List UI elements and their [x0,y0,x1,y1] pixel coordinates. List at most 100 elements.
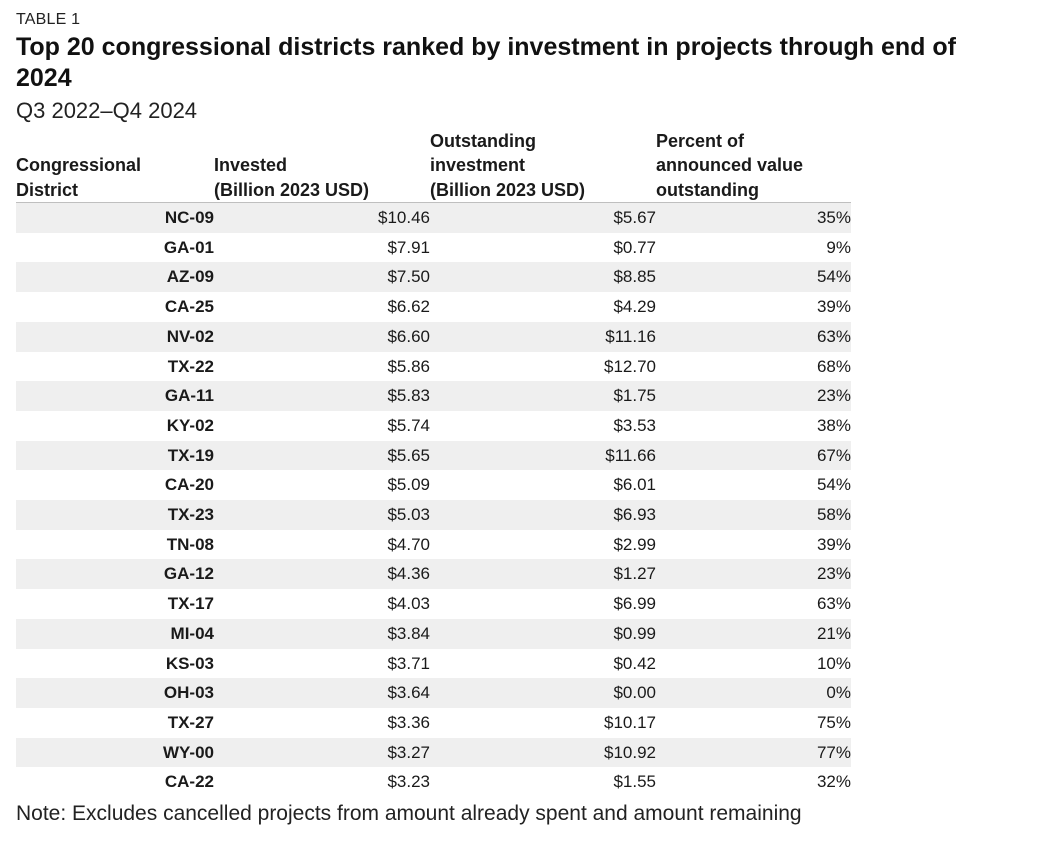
cell-percent: 32% [816,772,851,792]
cell-invested: $3.36 [387,712,430,732]
cell-outstanding: $5.67 [430,202,656,233]
header-outstanding-line-1: Outstanding [430,130,536,151]
cell-outstanding: $4.29 [613,297,656,317]
table-row: GA-11 $5.83 $1.75 23% [16,381,851,411]
header-row: Congressional District Invested (Billion… [16,128,851,203]
table-row: GA-12 $4.36 $1.27 23% [16,559,851,590]
cell-percent: 54% [656,262,851,293]
cell-outstanding: $10.92 [430,737,656,768]
cell-district: TX-23 [16,500,214,530]
header-district-line-1: Congressional [16,155,142,175]
cell-invested: $3.71 [387,653,430,673]
table-row: TN-08 $4.70 $2.99 39% [16,530,851,560]
cell-outstanding: $2.99 [613,534,656,554]
cell-invested: $7.50 [214,262,430,293]
header-district: Congressional District [16,128,214,203]
table-row: GA-01 $7.91 $0.77 9% [16,233,851,263]
header-percent-line-3: outstanding [656,179,759,200]
cell-outstanding: $1.75 [430,381,656,411]
cell-percent: 68% [816,356,851,376]
cell-invested: $3.27 [214,737,430,768]
cell-district: GA-01 [163,237,214,257]
header-outstanding-line-2: investment [430,155,526,175]
cell-invested: $6.60 [214,321,430,352]
cell-outstanding: $6.99 [613,594,656,614]
header-outstanding: Outstanding investment (Billion 2023 USD… [430,128,656,203]
cell-percent: 23% [656,381,851,411]
cell-percent: 35% [656,202,851,233]
cell-percent: 10% [816,653,851,673]
table-row: TX-19 $5.65 $11.66 67% [16,440,851,471]
cell-invested: $5.86 [387,356,430,376]
table-row: CA-20 $5.09 $6.01 54% [16,470,851,500]
cell-district: TN-08 [166,534,214,554]
table-row: TX-23 $5.03 $6.93 58% [16,500,851,530]
cell-outstanding: $0.77 [613,237,656,257]
cell-outstanding: $6.93 [430,500,656,530]
cell-invested: $4.36 [214,559,430,590]
cell-district: KS-03 [165,653,214,673]
header-percent-line-2: announced value [656,155,804,175]
cell-invested: $6.62 [387,297,430,317]
table-row: AZ-09 $7.50 $8.85 54% [16,262,851,293]
cell-invested: $5.65 [214,440,430,471]
cell-district: NC-09 [16,202,214,233]
cell-invested: $5.74 [387,415,430,435]
cell-outstanding: $10.17 [604,712,656,732]
cell-district: TX-22 [167,356,214,376]
cell-district: TX-19 [16,440,214,471]
table-row: CA-25 $6.62 $4.29 39% [16,292,851,322]
cell-outstanding: $6.01 [613,475,656,495]
table-row: TX-17 $4.03 $6.99 63% [16,589,851,619]
page-title: Top 20 congressional districts ranked by… [16,33,956,92]
header-invested-line-2: (Billion 2023 USD) [214,179,370,200]
cell-district: CA-22 [164,772,214,792]
cell-percent: 9% [826,237,851,257]
cell-invested: $3.23 [387,772,430,792]
cell-invested: $5.03 [214,500,430,530]
cell-district: AZ-09 [16,262,214,293]
cell-outstanding: $8.85 [430,262,656,293]
table-row: KY-02 $5.74 $3.53 38% [16,411,851,441]
table-row: MI-04 $3.84 $0.99 21% [16,618,851,649]
cell-percent: 21% [656,618,851,649]
cell-outstanding: $1.27 [430,559,656,590]
table-row: NV-02 $6.60 $11.16 63% [16,321,851,352]
cell-outstanding: $11.16 [430,321,656,352]
cell-outstanding: $0.42 [613,653,656,673]
cell-percent: 67% [656,440,851,471]
cell-district: WY-00 [16,737,214,768]
header-district-line-2: District [16,179,79,200]
cell-district: TX-17 [167,594,214,614]
cell-invested: $7.91 [387,237,430,257]
header-percent: Percent of announced value outstanding [656,128,851,203]
table-row: KS-03 $3.71 $0.42 10% [16,649,851,679]
table-row: NC-09 $10.46 $5.67 35% [16,202,851,233]
page-subtitle: Q3 2022–Q4 2024 [16,98,198,123]
cell-percent: 63% [816,594,851,614]
cell-outstanding: $1.55 [613,772,656,792]
cell-invested: $5.09 [387,475,430,495]
header-invested: Invested (Billion 2023 USD) [214,128,430,203]
cell-district: TX-27 [167,712,214,732]
header-percent-line-1: Percent of [656,130,745,151]
table-label: TABLE 1 [16,11,81,28]
table-head: Congressional District Invested (Billion… [16,128,851,203]
cell-invested: $4.03 [387,594,430,614]
data-table: Congressional District Invested (Billion… [16,128,851,797]
cell-district: NV-02 [16,321,214,352]
cell-district: CA-25 [164,297,214,317]
cell-percent: 63% [656,321,851,352]
cell-district: GA-12 [16,559,214,590]
cell-invested: $10.46 [214,202,430,233]
cell-outstanding: $0.00 [430,678,656,708]
header-invested-line-1: Invested [214,155,288,175]
table-row: CA-22 $3.23 $1.55 32% [16,767,851,797]
cell-district: KY-02 [166,415,214,435]
table-body: NC-09 $10.46 $5.67 35% GA-01 $7.91 $0.77 9% AZ-0… [16,202,851,798]
cell-percent: 54% [816,475,851,495]
cell-percent: 39% [816,534,851,554]
table-note: Note: Excludes cancelled projects from a… [16,802,802,825]
table-row: WY-00 $3.27 $10.92 77% [16,737,851,768]
cell-percent: 58% [656,500,851,530]
